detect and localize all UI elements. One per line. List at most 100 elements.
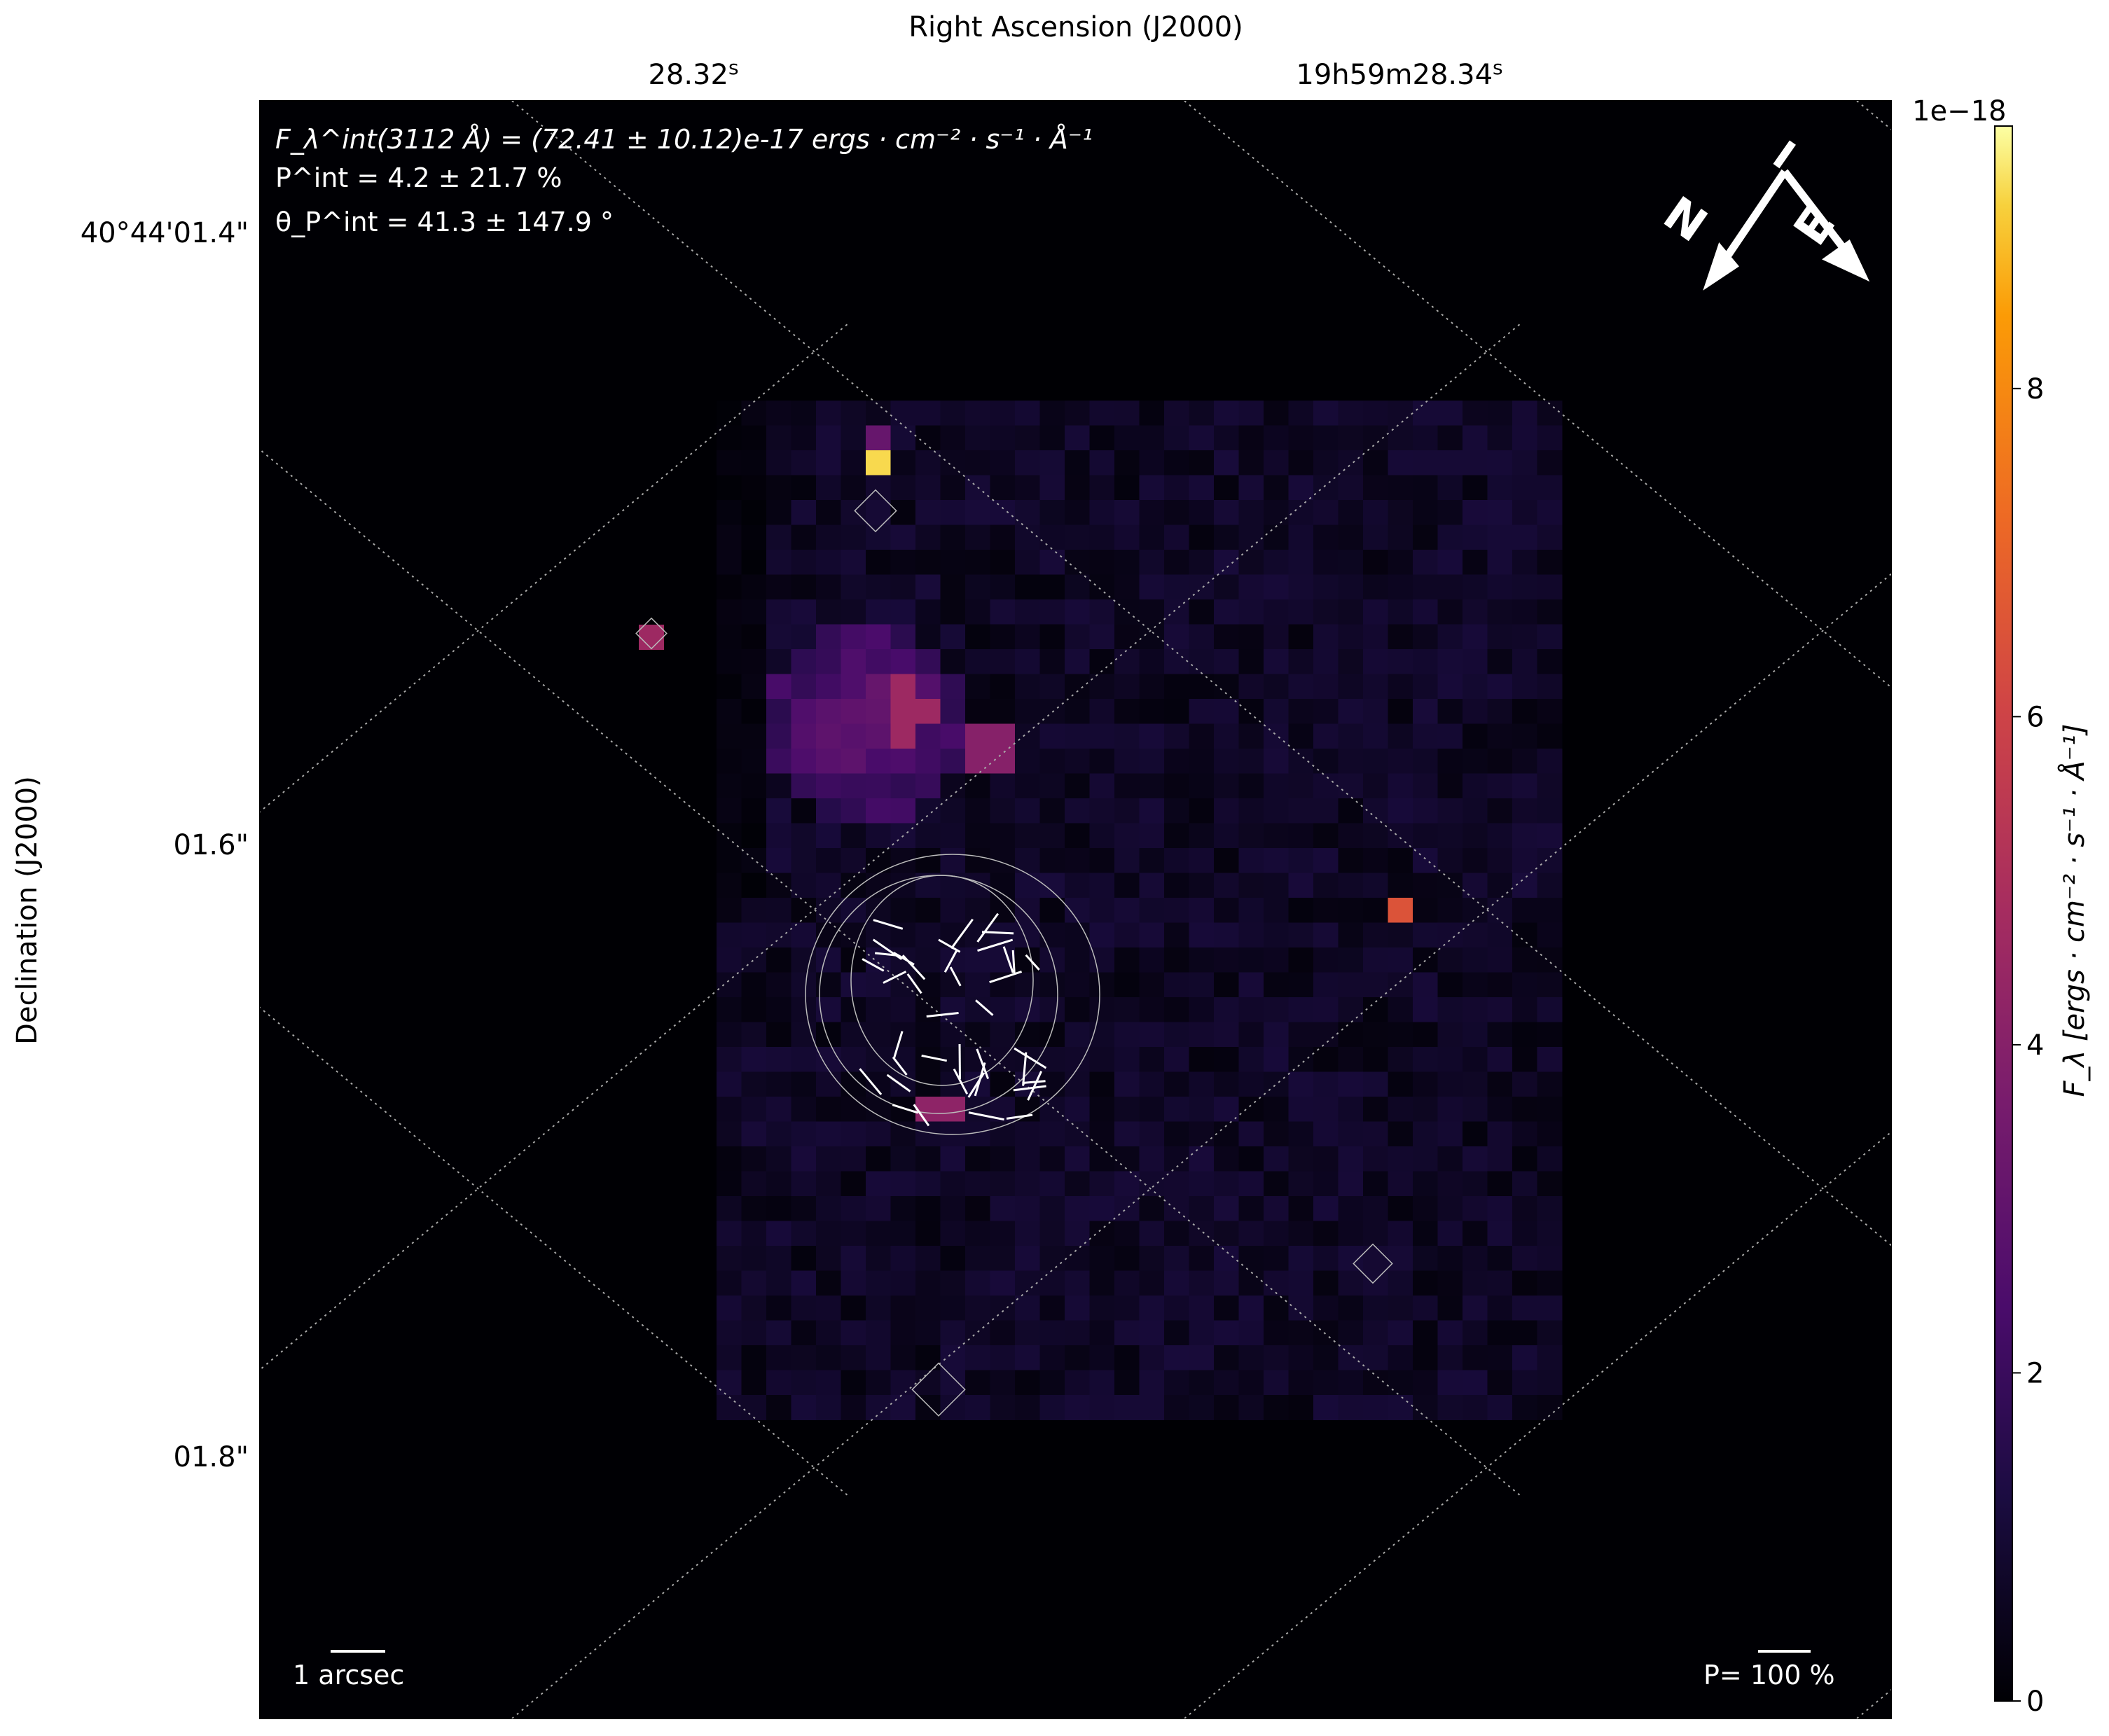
heatmap-pixel (1164, 475, 1189, 501)
heatmap-pixel (1313, 1171, 1339, 1197)
heatmap-pixel (1114, 1345, 1140, 1370)
heatmap-pixel (1214, 1146, 1239, 1172)
pol-scale-label: P= 100 % (1703, 1660, 1835, 1690)
heatmap-pixel (940, 1097, 966, 1122)
heatmap-pixel (1039, 898, 1065, 923)
heatmap-pixel (866, 1146, 891, 1172)
heatmap-pixel (940, 1370, 966, 1396)
heatmap-pixel (1487, 1146, 1513, 1172)
heatmap-pixel (1413, 550, 1438, 575)
heatmap-pixel (1537, 1196, 1563, 1221)
pol-vector (859, 1068, 883, 1095)
heatmap-pixel (1214, 500, 1239, 525)
heatmap-pixel (1437, 425, 1463, 451)
heatmap-pixel (791, 1320, 817, 1346)
heatmap-pixel (1164, 1171, 1189, 1197)
heatmap-pixel (1512, 1146, 1537, 1172)
heatmap-pixel (990, 1320, 1016, 1346)
heatmap-pixel (965, 823, 990, 849)
heatmap-pixel (1139, 723, 1165, 749)
heatmap-pixel (866, 450, 891, 475)
heatmap-pixel (791, 723, 817, 749)
coordinate-grid (260, 101, 1891, 1718)
heatmap-pixel (1264, 997, 1289, 1022)
heatmap-pixel (1015, 475, 1040, 501)
heatmap-pixel (1015, 873, 1040, 898)
heatmap-pixel (990, 1022, 1016, 1048)
heatmap-pixel (1363, 674, 1388, 700)
heatmap-pixel (1437, 1320, 1463, 1346)
heatmap-pixel (1363, 525, 1388, 550)
heatmap-pixel (791, 972, 817, 998)
heatmap-pixel (741, 723, 767, 749)
heatmap-pixel (1089, 1370, 1115, 1396)
heatmap-pixel (1288, 1320, 1314, 1346)
heatmap-pixel (1264, 873, 1289, 898)
heatmap-pixel (890, 798, 916, 824)
heatmap-pixel (1039, 723, 1065, 749)
heatmap-pixel (1313, 1246, 1339, 1271)
heatmap-pixel (1338, 699, 1364, 724)
heatmap-pixel (1537, 574, 1563, 600)
heatmap-pixel (1388, 1270, 1413, 1296)
heatmap-pixel (717, 898, 742, 923)
pol-vector (893, 1031, 904, 1059)
heatmap-pixel (1487, 425, 1513, 451)
heatmap-pixel (816, 425, 841, 451)
pol-vector (938, 938, 961, 953)
heatmap-pixel (1388, 425, 1413, 451)
heatmap-pixel (1288, 1071, 1314, 1097)
heatmap-pixel (841, 749, 866, 774)
heatmap-pixel (1463, 401, 1488, 426)
heatmap-pixel (1463, 947, 1488, 973)
heatmap-pixel (1338, 898, 1364, 923)
heatmap-pixel (1039, 773, 1065, 799)
heatmap-pixel (1288, 1121, 1314, 1147)
heatmap-pixel (1238, 823, 1264, 849)
heatmap-pixel (915, 1320, 941, 1346)
colorbar-tick-label: 0 (2026, 1686, 2044, 1718)
heatmap-pixel (816, 773, 841, 799)
heatmap-pixel (816, 649, 841, 674)
heatmap-pixel (1264, 1320, 1289, 1346)
heatmap-pixel (965, 699, 990, 724)
heatmap-pixel (791, 574, 817, 600)
heatmap-pixel (1164, 500, 1189, 525)
heatmap-pixel (1363, 1270, 1388, 1296)
heatmap-pixel (1413, 574, 1438, 600)
heatmap-pixel (940, 823, 966, 849)
heatmap-pixel (1065, 848, 1090, 873)
heatmap-pixel (940, 723, 966, 749)
heatmap-pixel (1264, 848, 1289, 873)
heatmap-pixel (1512, 997, 1537, 1022)
heatmap-pixel (890, 1345, 916, 1370)
heatmap-pixel (1463, 450, 1488, 475)
heatmap-pixel (1512, 773, 1537, 799)
heatmap-pixel (766, 773, 791, 799)
heatmap-pixel (1537, 1246, 1563, 1271)
heatmap-pixel (841, 1221, 866, 1247)
y-axis-label: Declination (J2000) (11, 776, 43, 1045)
heatmap-pixel (1238, 1121, 1264, 1147)
heatmap-pixel (1288, 450, 1314, 475)
heatmap-pixel (766, 450, 791, 475)
heatmap-pixel (766, 1196, 791, 1221)
heatmap-pixel (1338, 823, 1364, 849)
heatmap-pixel (1437, 649, 1463, 674)
heatmap-pixel (1139, 599, 1165, 625)
heatmap-pixel (1039, 550, 1065, 575)
heatmap-pixel (1065, 574, 1090, 600)
heatmap-pixel (990, 1270, 1016, 1296)
heatmap-pixel (766, 1296, 791, 1321)
heatmap-pixel (1164, 947, 1189, 973)
heatmap-pixel (741, 1022, 767, 1048)
heatmap-pixel (1114, 1221, 1140, 1247)
heatmap-pixel (1238, 599, 1264, 625)
x-axis-label: Right Ascension (J2000) (908, 11, 1243, 43)
heatmap-pixel (1139, 475, 1165, 501)
heatmap-pixel (1437, 848, 1463, 873)
heatmap-pixel (1139, 574, 1165, 600)
heatmap-pixel (1065, 1121, 1090, 1147)
heatmap-pixel (1338, 450, 1364, 475)
heatmap-pixel (1114, 1047, 1140, 1072)
